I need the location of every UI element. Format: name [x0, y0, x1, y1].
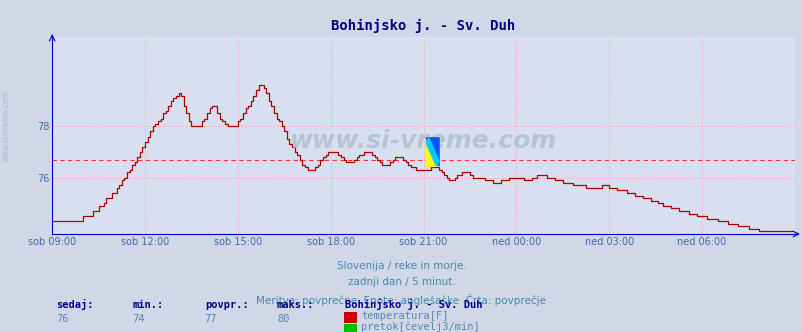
- Text: 76: 76: [56, 314, 69, 324]
- Polygon shape: [426, 138, 439, 166]
- Text: www.si-vreme.com: www.si-vreme.com: [2, 90, 11, 162]
- Text: www.si-vreme.com: www.si-vreme.com: [290, 129, 557, 153]
- Polygon shape: [426, 138, 439, 166]
- Text: temperatura[F]: temperatura[F]: [361, 311, 448, 321]
- Text: 77: 77: [205, 314, 217, 324]
- Text: maks.:: maks.:: [277, 300, 314, 310]
- Text: zadnji dan / 5 minut.: zadnji dan / 5 minut.: [347, 277, 455, 287]
- Text: povpr.:: povpr.:: [205, 300, 248, 310]
- Text: Slovenija / reke in morje.: Slovenija / reke in morje.: [336, 261, 466, 271]
- Title: Bohinjsko j. - Sv. Duh: Bohinjsko j. - Sv. Duh: [331, 18, 515, 33]
- Text: Bohinjsko j. - Sv. Duh: Bohinjsko j. - Sv. Duh: [345, 311, 482, 321]
- Text: Meritve: povprečne  Enote: anglešaške  Črta: povprečje: Meritve: povprečne Enote: anglešaške Črt…: [256, 294, 546, 306]
- Text: sedaj:: sedaj:: [56, 299, 94, 310]
- Text: 80: 80: [277, 314, 290, 324]
- Text: Bohinjsko j. - Sv. Duh: Bohinjsko j. - Sv. Duh: [345, 299, 482, 310]
- Text: 74: 74: [132, 314, 145, 324]
- Polygon shape: [426, 138, 439, 166]
- Text: min.:: min.:: [132, 300, 164, 310]
- Text: pretok[čevelj3/min]: pretok[čevelj3/min]: [361, 322, 480, 332]
